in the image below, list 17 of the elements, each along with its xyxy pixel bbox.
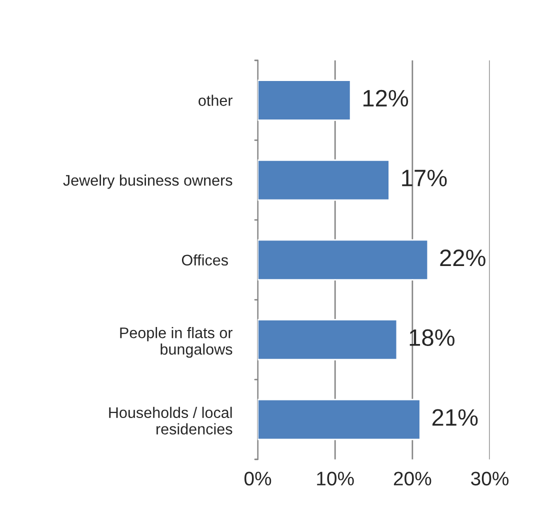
bar [258, 159, 390, 201]
y-tick-label: Offices [182, 254, 228, 266]
bar [258, 319, 398, 360]
y-tick-label: other [198, 94, 233, 106]
x-tick-label: 10% [317, 472, 354, 486]
data-label: 12% [363, 90, 408, 107]
y-tick-label: Jewelry business owners [63, 174, 232, 189]
data-label: 21% [432, 409, 478, 426]
bar [258, 80, 352, 121]
y-tick-label: People in flats or bungalows [120, 327, 233, 358]
x-tick-label: 0% [244, 472, 272, 486]
bar [258, 239, 429, 281]
x-tick-label: 20% [394, 472, 432, 486]
y-tick-label: Households / local residencies [109, 406, 232, 434]
x-tick-label: 30% [471, 472, 509, 486]
data-label: 22% [440, 249, 486, 266]
bar [258, 398, 421, 440]
